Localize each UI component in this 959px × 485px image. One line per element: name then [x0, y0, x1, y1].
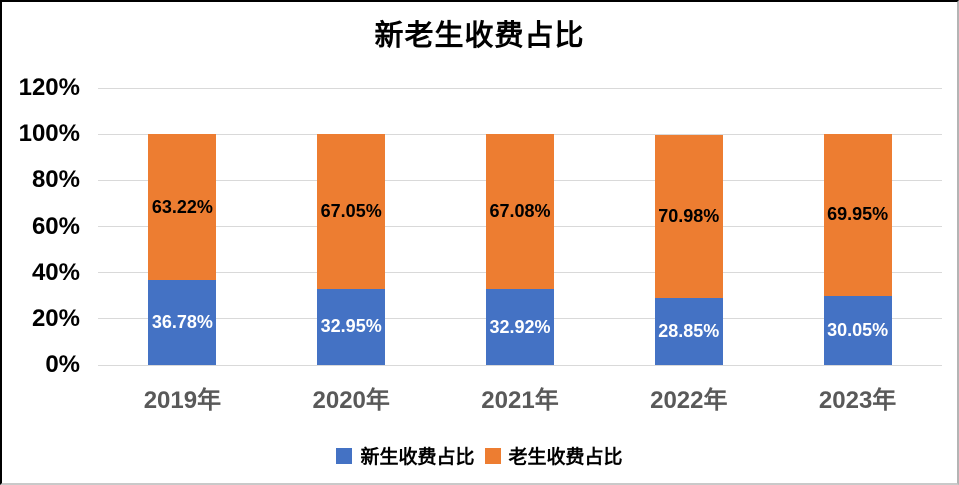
legend-item-新生收费占比: 新生收费占比 [336, 442, 475, 469]
y-tick-label: 40% [31, 258, 80, 286]
legend-label: 新生收费占比 [360, 447, 475, 468]
bar-segment-2023年-老生收费占比: 69.95% [823, 134, 892, 296]
bar-segment-2023年-新生收费占比: 30.05% [823, 295, 892, 365]
data-label: 28.85% [658, 321, 720, 342]
data-label: 67.05% [320, 201, 382, 222]
data-label: 30.05% [827, 319, 889, 340]
data-label: 32.92% [489, 316, 551, 337]
x-tick-label-2022年: 2022年 [650, 387, 728, 414]
legend-swatch [484, 447, 501, 464]
y-tick-label: 120% [18, 74, 80, 101]
chart-title: 新老生收费占比 [374, 20, 585, 52]
data-label: 70.98% [658, 205, 720, 226]
x-tick-label-2021年: 2021年 [481, 387, 559, 414]
y-tick-label: 20% [31, 304, 80, 332]
y-tick-label: 0% [45, 351, 80, 378]
bar-segment-2021年-老生收费占比: 67.08% [486, 134, 554, 290]
bar-segment-2022年-老生收费占比: 70.98% [654, 134, 723, 299]
bar-segment-2021年-新生收费占比: 32.92% [486, 289, 554, 365]
data-label: 36.78% [151, 312, 213, 333]
legend-swatch [336, 447, 353, 464]
legend-label: 老生收费占比 [508, 447, 623, 468]
data-label: 32.95% [320, 316, 382, 337]
bar-segment-2019年-新生收费占比: 36.78% [148, 280, 217, 365]
x-tick-label-2023年: 2023年 [818, 387, 897, 414]
y-tick-label: 80% [31, 166, 80, 194]
data-label: 67.08% [489, 201, 551, 222]
bar-segment-2022年-新生收费占比: 28.85% [654, 298, 723, 365]
legend: 新生收费占比 老生收费占比 [2, 442, 957, 469]
gridline-120% [98, 87, 942, 89]
plot-area: 36.78% 63.22% 32.95% 67.05% 32.92% 67.08% 28.8… [98, 87, 942, 366]
data-label: 69.95% [827, 204, 889, 225]
y-tick-label: 100% [18, 120, 80, 148]
legend-item-老生收费占比: 老生收费占比 [484, 442, 623, 469]
x-tick-label-2019年: 2019年 [143, 387, 222, 414]
data-label: 63.22% [151, 196, 213, 217]
bar-segment-2020年-老生收费占比: 67.05% [317, 134, 386, 289]
bar-segment-2019年-老生收费占比: 63.22% [148, 134, 217, 281]
gridline-0% [98, 364, 942, 366]
y-tick-label: 60% [31, 212, 80, 240]
gridline-100% [98, 133, 942, 135]
x-tick-label-2020年: 2020年 [312, 387, 390, 414]
bar-segment-2020年-新生收费占比: 32.95% [317, 288, 386, 365]
